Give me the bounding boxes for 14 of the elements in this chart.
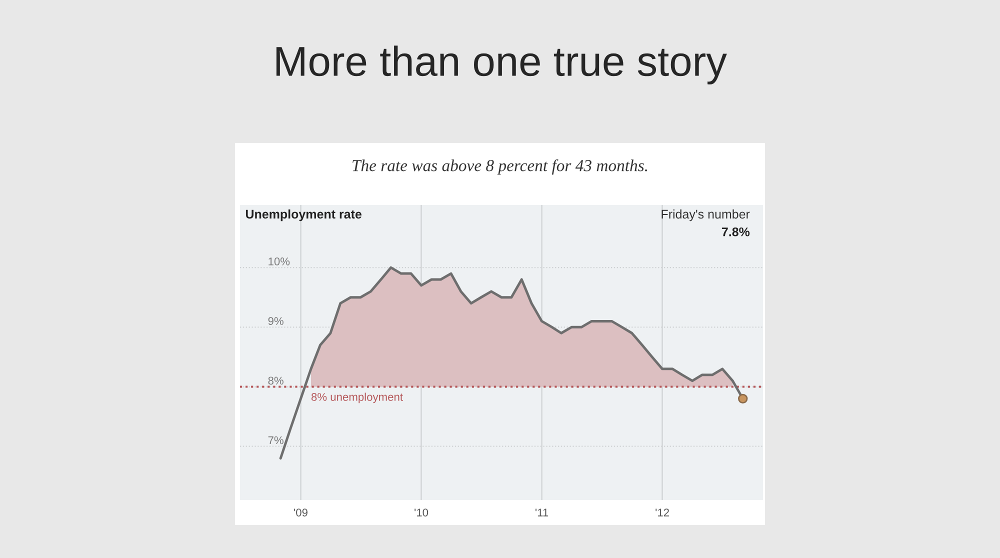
annotation: Friday's number — [662, 209, 750, 222]
x-tick-label: '10 — [414, 508, 428, 516]
annotation: 7.8% — [722, 227, 750, 236]
y-tick-label: 10% — [268, 258, 290, 266]
chart-title: More than one true story — [276, 46, 727, 84]
y-tick-label: 7% — [268, 436, 284, 444]
x-tick-label: '12 — [656, 508, 669, 516]
chart-subtitle: The rate was above 8 percent for 43 months. — [352, 159, 648, 175]
y-axis-title: Unemployment rate — [246, 209, 362, 222]
y-tick-label: 8% — [268, 376, 284, 385]
x-tick-label: '09 — [294, 508, 308, 516]
ref-line-label: 8% unemployment — [311, 392, 403, 404]
y-tick-label: 9% — [268, 317, 284, 325]
x-tick-label: '11 — [536, 508, 548, 516]
